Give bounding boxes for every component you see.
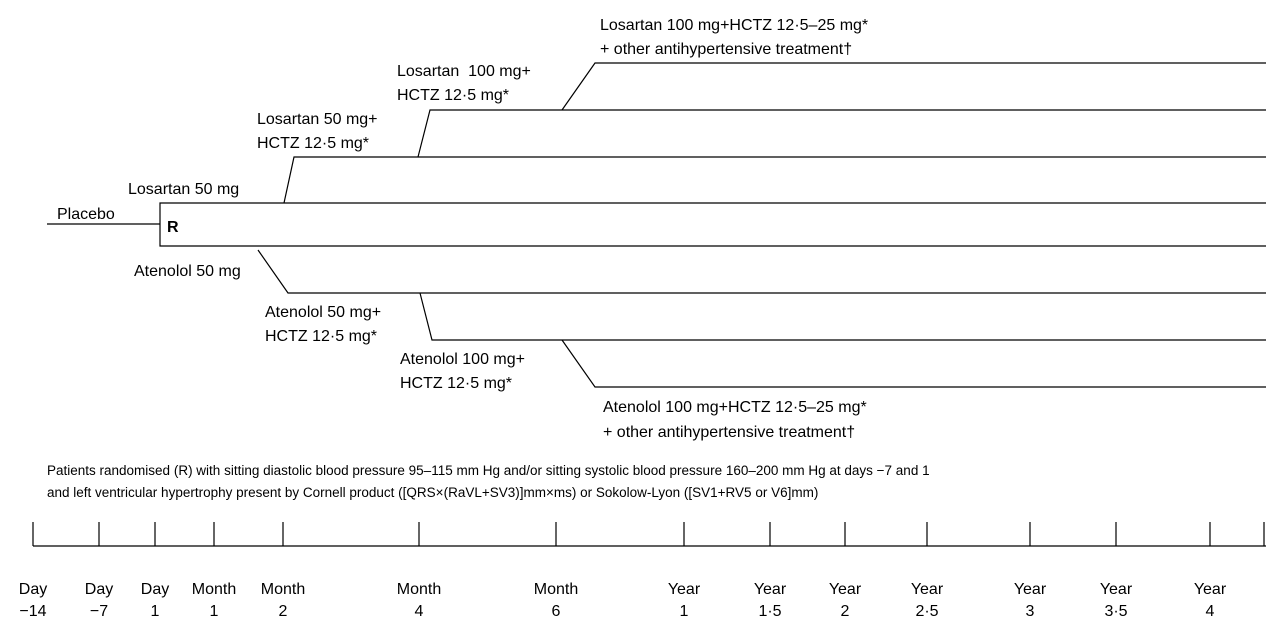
arm-label: HCTZ 12·5 mg* (397, 87, 509, 104)
footnote: and left ventricular hypertrophy present… (47, 485, 818, 500)
losartan-step-1 (283, 156, 1266, 204)
placebo-label: Placebo (57, 206, 115, 223)
timeline-value: 2 (841, 603, 850, 620)
timeline-value: 2 (279, 603, 288, 620)
timeline-unit: Year (829, 581, 862, 598)
timeline-value: −7 (90, 603, 108, 620)
footnote: Patients randomised (R) with sitting dia… (47, 463, 930, 478)
randomisation-box (159, 202, 1266, 247)
arm-label: Losartan 50 mg (128, 181, 239, 198)
timeline-unit: Year (1014, 581, 1047, 598)
timeline-unit: Year (754, 581, 787, 598)
timeline-unit: Year (668, 581, 701, 598)
atenolol-step-1 (257, 249, 1266, 294)
arm-label: HCTZ 12·5 mg* (400, 375, 512, 392)
timeline-value: −14 (19, 603, 46, 620)
arm-label: Atenolol 100 mg+HCTZ 12·5–25 mg* (603, 399, 867, 416)
timeline-value: 1·5 (758, 603, 781, 620)
timeline-value: 4 (415, 603, 424, 620)
timeline-unit: Day (19, 581, 47, 598)
arm-label: Losartan 100 mg+HCTZ 12·5–25 mg* (600, 17, 868, 34)
timeline-unit: Month (192, 581, 236, 598)
timeline-unit: Day (85, 581, 113, 598)
arm-label: Atenolol 100 mg+ (400, 351, 525, 368)
timeline-value: 4 (1206, 603, 1215, 620)
losartan-step-3 (561, 62, 1266, 111)
timeline-unit: Year (1100, 581, 1133, 598)
timeline-value: 6 (552, 603, 561, 620)
timeline-value: 1 (680, 603, 689, 620)
randomisation-label: R (167, 219, 179, 236)
atenolol-step-2 (419, 292, 1266, 341)
timeline-value: 1 (151, 603, 160, 620)
arm-label: + other antihypertensive treatment† (600, 41, 852, 58)
timeline-unit: Year (911, 581, 944, 598)
timeline-unit: Month (261, 581, 305, 598)
timeline-value: 3·5 (1104, 603, 1127, 620)
arm-label: HCTZ 12·5 mg* (265, 328, 377, 345)
atenolol-step-3 (561, 339, 1266, 388)
losartan-step-2 (417, 109, 1266, 158)
arm-label: Losartan 100 mg+ (397, 63, 531, 80)
arm-label: HCTZ 12·5 mg* (257, 135, 369, 152)
arm-label: Atenolol 50 mg (134, 263, 241, 280)
timeline-value: 3 (1026, 603, 1035, 620)
arm-lines (47, 62, 1266, 388)
timeline-value: 2·5 (915, 603, 938, 620)
arm-label: Atenolol 50 mg+ (265, 304, 381, 321)
timeline-unit: Year (1194, 581, 1227, 598)
timeline-unit: Month (397, 581, 441, 598)
timeline-unit: Day (141, 581, 169, 598)
arm-label: + other antihypertensive treatment† (603, 424, 855, 441)
timeline-value: 1 (210, 603, 219, 620)
arm-label: Losartan 50 mg+ (257, 111, 378, 128)
timeline: Day −14 Day −7 Day 1 Month 1 Month 2 Month 4 Month 6 Y… (19, 522, 1227, 620)
timeline-unit: Month (534, 581, 578, 598)
